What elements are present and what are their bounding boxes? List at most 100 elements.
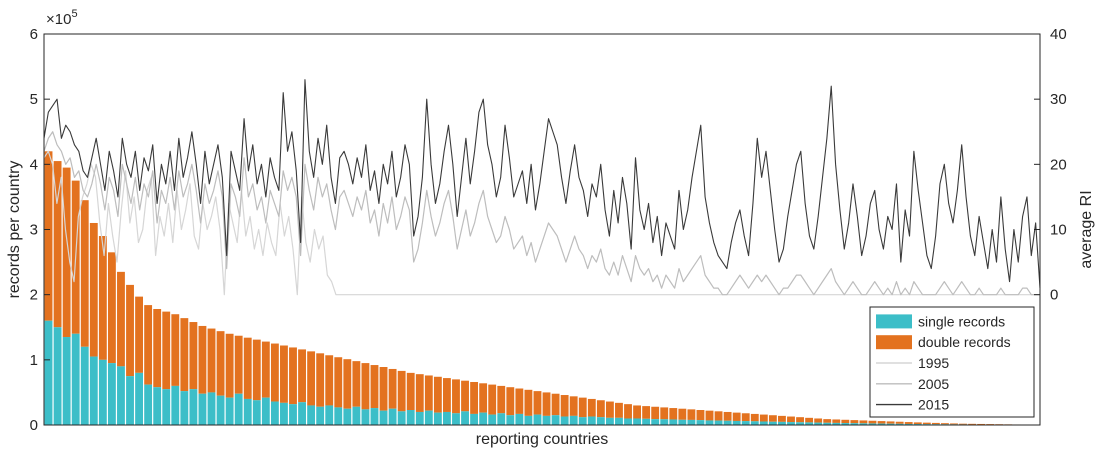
bar-double bbox=[678, 409, 686, 420]
bar-single bbox=[235, 394, 243, 425]
bar-single bbox=[678, 420, 686, 425]
bar-double bbox=[896, 422, 904, 424]
bar-single bbox=[189, 389, 197, 425]
bar-single bbox=[162, 389, 170, 425]
y-left-tick-label: 6 bbox=[30, 26, 38, 43]
bar-double bbox=[135, 297, 143, 373]
bar-double bbox=[724, 412, 732, 421]
bar-double bbox=[380, 367, 388, 411]
bar-single bbox=[380, 411, 388, 425]
bar-single bbox=[398, 411, 406, 425]
bar-single bbox=[253, 400, 261, 425]
bar-single bbox=[389, 409, 397, 425]
bar-double bbox=[45, 151, 53, 320]
legend-label: 2005 bbox=[918, 376, 949, 392]
bar-double bbox=[343, 359, 351, 409]
bar-single bbox=[362, 409, 370, 425]
bar-double bbox=[515, 389, 523, 414]
legend-label: 1995 bbox=[918, 355, 949, 371]
bar-single bbox=[606, 418, 614, 425]
bar-single bbox=[226, 398, 234, 425]
bar-double bbox=[615, 403, 623, 418]
bar-double bbox=[262, 342, 270, 398]
bar-single bbox=[108, 363, 116, 425]
y-right-tick-label: 20 bbox=[1050, 156, 1067, 173]
bar-double bbox=[543, 392, 551, 415]
bar-single bbox=[153, 387, 161, 425]
bar-single bbox=[515, 414, 523, 425]
bar-double bbox=[407, 373, 415, 410]
y-right-tick-label: 10 bbox=[1050, 222, 1067, 239]
bar-double bbox=[941, 423, 949, 424]
bar-single bbox=[543, 416, 551, 425]
bar-double bbox=[715, 411, 723, 420]
bar-single bbox=[687, 420, 695, 425]
bar-double bbox=[642, 406, 650, 419]
bar-double bbox=[878, 421, 886, 423]
bar-double bbox=[271, 344, 279, 402]
bar-single bbox=[81, 347, 89, 425]
bar-single bbox=[461, 411, 469, 425]
bar-double bbox=[914, 422, 922, 424]
bar-double bbox=[63, 168, 71, 337]
bar-double bbox=[651, 407, 659, 419]
bar-double bbox=[126, 285, 134, 376]
bar-double bbox=[905, 422, 913, 424]
bar-double bbox=[959, 424, 967, 425]
bar-double bbox=[823, 419, 831, 423]
bar-single bbox=[289, 404, 297, 425]
bar-double bbox=[226, 334, 234, 398]
bar-single bbox=[208, 392, 216, 425]
bar-single bbox=[497, 413, 505, 425]
bar-double bbox=[235, 336, 243, 394]
bar-double bbox=[660, 407, 668, 419]
legend-label: double records bbox=[918, 334, 1011, 350]
y-left-tick-label: 4 bbox=[30, 156, 38, 173]
bar-single bbox=[733, 421, 741, 425]
bar-double bbox=[253, 340, 261, 401]
bar-double bbox=[869, 421, 877, 424]
bar-double bbox=[99, 236, 107, 360]
bar-double bbox=[434, 377, 442, 413]
bar-double bbox=[217, 331, 225, 396]
bar-double bbox=[117, 272, 125, 366]
bar-single bbox=[470, 414, 478, 425]
bar-single bbox=[534, 415, 542, 425]
bar-single bbox=[171, 386, 179, 425]
bar-double bbox=[208, 329, 216, 393]
bar-single bbox=[452, 413, 460, 425]
bar-single bbox=[307, 405, 315, 425]
bar-single bbox=[479, 413, 487, 425]
bar-single bbox=[271, 402, 279, 425]
y-left-tick-label: 3 bbox=[30, 222, 38, 239]
y-left-exponent: ×105 bbox=[46, 8, 78, 28]
bar-double bbox=[697, 410, 705, 420]
bar-single bbox=[434, 413, 442, 425]
bar-single bbox=[624, 418, 632, 425]
bar-double bbox=[307, 351, 315, 405]
bar-single bbox=[45, 321, 53, 425]
legend-label: single records bbox=[918, 313, 1005, 329]
bar-double bbox=[244, 338, 252, 399]
y-left-tick-label: 5 bbox=[30, 91, 38, 108]
bar-single bbox=[371, 408, 379, 425]
bar-double bbox=[841, 420, 849, 423]
bar-double bbox=[389, 369, 397, 409]
bar-single bbox=[697, 420, 705, 425]
bar-single bbox=[180, 391, 188, 425]
bar-double bbox=[778, 416, 786, 422]
bar-single bbox=[488, 415, 496, 425]
y-left-axis-label: records per country bbox=[6, 161, 23, 299]
bar-single bbox=[443, 412, 451, 425]
bar-double bbox=[108, 252, 116, 363]
bar-single bbox=[416, 412, 424, 425]
bar-single bbox=[615, 418, 623, 425]
bar-single bbox=[425, 411, 433, 425]
bar-single bbox=[316, 407, 324, 425]
bar-single bbox=[407, 410, 415, 425]
bar-double bbox=[597, 400, 605, 417]
bar-double bbox=[416, 374, 424, 412]
bar-single bbox=[579, 417, 587, 425]
bar-single bbox=[524, 416, 532, 425]
